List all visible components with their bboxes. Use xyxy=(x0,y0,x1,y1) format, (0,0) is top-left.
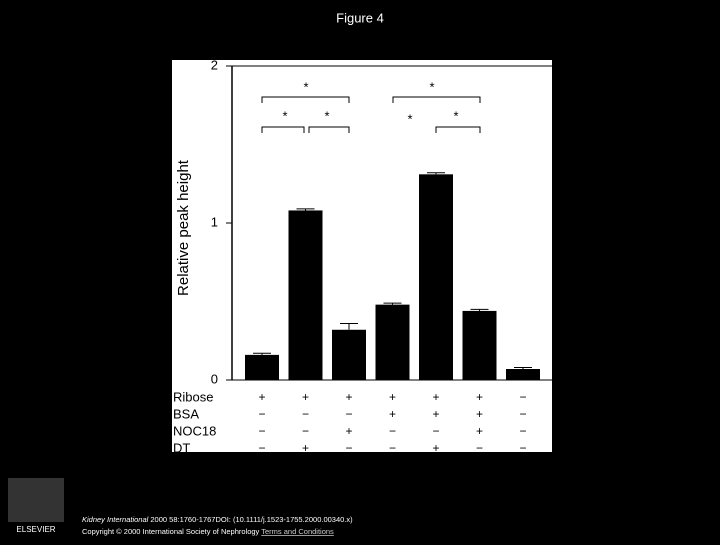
error-bar xyxy=(383,302,402,305)
terms-link[interactable]: Terms and Conditions xyxy=(261,527,334,536)
treatment-symbol: + xyxy=(432,441,439,455)
brackets xyxy=(261,96,481,133)
error-bar xyxy=(253,352,271,355)
treatment-label: Ribose xyxy=(173,389,213,404)
treatment-symbol: − xyxy=(258,441,265,455)
bar xyxy=(245,354,279,380)
y-axis-label: Relative peak height xyxy=(175,159,192,296)
bar xyxy=(288,210,323,380)
treatment-symbol: + xyxy=(476,407,483,421)
treatment-symbol: − xyxy=(345,407,352,421)
treatment-symbol: + xyxy=(345,424,352,438)
treatment-symbol: − xyxy=(302,407,309,421)
bar xyxy=(506,369,540,380)
treatment-symbol: + xyxy=(432,407,439,421)
treatment-symbol: − xyxy=(519,441,526,455)
bar xyxy=(332,329,366,380)
treatment-symbol: − xyxy=(432,424,439,438)
treatment-label: BSA xyxy=(173,406,199,421)
treatment-symbol: + xyxy=(389,390,396,404)
logo-text: ELSEVIER xyxy=(16,525,55,534)
error-bar xyxy=(514,366,532,370)
treatment-label: NOC18 xyxy=(173,423,216,438)
treatment-symbol: + xyxy=(432,390,439,404)
significance-star: * xyxy=(303,79,308,94)
significance-star: * xyxy=(324,108,329,123)
treatment-symbol: + xyxy=(476,390,483,404)
treatment-symbol: − xyxy=(258,407,265,421)
treatment-symbol: − xyxy=(389,441,396,455)
treatment-symbol: + xyxy=(302,441,309,455)
treatment-symbol: − xyxy=(389,424,396,438)
copyright: Copyright © 2000 International Society o… xyxy=(82,527,260,536)
bar xyxy=(419,174,453,380)
journal: Kidney International xyxy=(82,515,149,524)
figure-panel xyxy=(172,60,552,452)
treatment-symbol: − xyxy=(258,424,265,438)
bracket xyxy=(308,126,350,133)
y-tick-label: 1 xyxy=(211,214,218,229)
bracket xyxy=(261,96,350,103)
treatment-symbol: + xyxy=(389,407,396,421)
bracket xyxy=(435,126,481,133)
error-bar xyxy=(427,172,445,175)
significance-star: * xyxy=(407,111,412,126)
y-tick-label: 2 xyxy=(211,57,218,72)
slide-title: Figure 4 xyxy=(336,10,384,25)
treatment-label: DT xyxy=(173,440,190,455)
bar xyxy=(462,310,497,380)
treatment-symbol: − xyxy=(345,441,352,455)
error-bar xyxy=(296,208,315,211)
treatment-symbol: − xyxy=(519,407,526,421)
error-bar xyxy=(470,308,489,311)
logo-image xyxy=(8,478,64,522)
bracket xyxy=(261,126,305,133)
treatment-symbol: + xyxy=(302,390,309,404)
y-tick-label: 0 xyxy=(211,371,218,386)
treatment-symbol: + xyxy=(476,424,483,438)
treatment-symbol: − xyxy=(302,424,309,438)
citation-text: 2000 58:1760-1767DOI: (10.1111/j.1523-17… xyxy=(150,515,353,524)
citation: Kidney International 2000 58:1760-1767DO… xyxy=(82,515,353,524)
bracket xyxy=(392,96,481,103)
error-bar xyxy=(340,322,358,330)
significance-star: * xyxy=(429,79,434,94)
significance-star: * xyxy=(282,108,287,123)
bar xyxy=(375,304,410,380)
treatment-symbol: + xyxy=(345,390,352,404)
significance-star: * xyxy=(453,108,458,123)
treatment-symbol: − xyxy=(519,424,526,438)
treatment-symbol: + xyxy=(258,390,265,404)
treatment-symbol: − xyxy=(519,390,526,404)
copyright-line: Copyright © 2000 International Society o… xyxy=(82,527,334,536)
treatment-symbol: − xyxy=(476,441,483,455)
